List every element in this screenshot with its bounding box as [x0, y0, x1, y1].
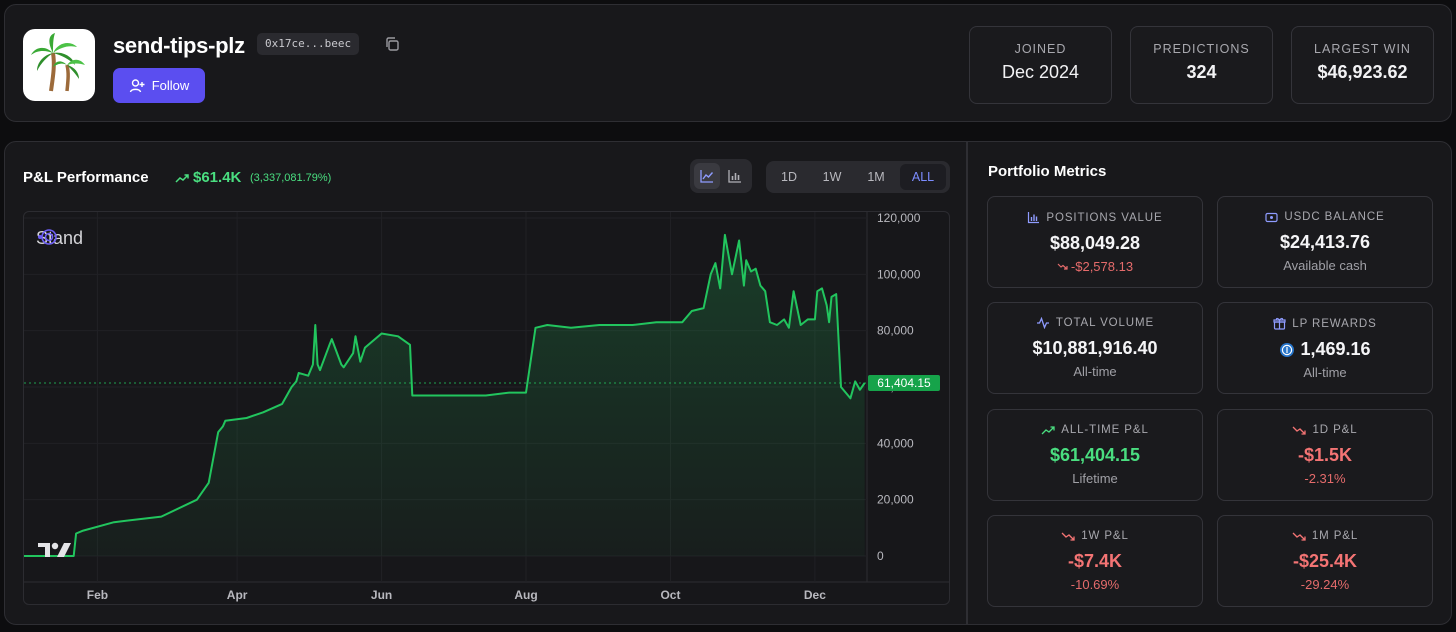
- metric-label: LP REWARDS: [1292, 317, 1377, 330]
- range-1w-button[interactable]: 1W: [822, 170, 842, 184]
- stat-value: 324: [1186, 62, 1217, 82]
- metric-sub: Available cash: [1283, 258, 1367, 273]
- user-plus-icon: [129, 78, 145, 92]
- metric-sub: All-time: [1303, 365, 1347, 380]
- y-tick-label: 0: [877, 549, 884, 563]
- tradingview-logo: [38, 542, 71, 557]
- palm-tree-icon: [31, 33, 85, 92]
- time-range-toggle: 1D 1W 1M ALL: [766, 161, 950, 193]
- pnl-chart-svg: 120,000100,00080,00060,00040,00020,0000F…: [24, 212, 949, 602]
- line-chart-icon: [700, 170, 714, 183]
- y-tick-label: 120,000: [877, 212, 921, 225]
- metric-value: $24,413.76: [1279, 232, 1371, 252]
- line-chart-button[interactable]: [694, 163, 720, 189]
- follow-label: Follow: [151, 78, 190, 93]
- trending-down-icon: [1293, 426, 1307, 435]
- bar-chart-button[interactable]: [722, 163, 748, 189]
- x-tick-label: Aug: [514, 588, 537, 602]
- range-all-button[interactable]: ALL: [900, 164, 946, 190]
- metric-sub: Lifetime: [1072, 471, 1118, 486]
- y-tick-label: 40,000: [877, 436, 914, 450]
- pnl-title: P&L Performance: [23, 169, 149, 186]
- stat-joined: JOINED Dec 2024: [969, 26, 1112, 104]
- metric-label: 1D P&L: [1312, 424, 1358, 436]
- chart-type-toggle: [690, 159, 752, 193]
- stat-label: JOINED: [1014, 42, 1067, 56]
- metric-sub: -$2,578.13: [1070, 259, 1134, 274]
- trending-up-icon: [1041, 425, 1055, 434]
- metric-sub: -10.69%: [1070, 577, 1120, 592]
- activity-icon: [1036, 317, 1049, 329]
- x-tick-label: Feb: [87, 588, 108, 602]
- metric-all-time-pnl: ALL-TIME P&L $61,404.15 Lifetime: [987, 409, 1203, 501]
- metric-usdc-balance: USDC BALANCE $24,413.76 Available cash: [1217, 196, 1433, 288]
- y-tick-label: 20,000: [877, 493, 914, 507]
- usdc-coin-icon: [1280, 342, 1295, 357]
- trending-down-icon: [1292, 532, 1306, 541]
- pnl-value: $61.4K: [193, 169, 242, 186]
- x-tick-label: Oct: [660, 588, 680, 602]
- wallet-icon: [1265, 212, 1278, 222]
- metric-label: TOTAL VOLUME: [1055, 317, 1155, 329]
- x-tick-label: Apr: [227, 588, 248, 602]
- metric-1d-pnl: 1D P&L -$1.5K -2.31%: [1217, 409, 1433, 501]
- metric-1w-pnl: 1W P&L -$7.4K -10.69%: [987, 515, 1203, 607]
- metric-label: ALL-TIME P&L: [1061, 424, 1149, 436]
- pnl-line: [24, 233, 866, 557]
- range-1d-button[interactable]: 1D: [781, 170, 797, 184]
- metric-1m-pnl: 1M P&L -$25.4K -29.24%: [1217, 515, 1433, 607]
- y-tick-label: 80,000: [877, 324, 914, 338]
- pnl-percent: (3,337,081.79%): [250, 172, 332, 184]
- metric-value: $61,404.15: [1049, 445, 1141, 465]
- last-value-label: 61,404.15: [877, 376, 931, 390]
- metric-label: POSITIONS VALUE: [1046, 211, 1163, 224]
- metric-value: -$25.4K: [1292, 551, 1358, 571]
- profile-header: send-tips-plz 0x17ce...beec Follow JOINE…: [4, 4, 1452, 122]
- trending-down-icon: [1061, 532, 1075, 541]
- bar-chart-icon: [1028, 212, 1040, 224]
- metric-value: -$1.5K: [1297, 445, 1353, 465]
- wallet-address[interactable]: 0x17ce...beec: [257, 33, 360, 55]
- range-1m-button[interactable]: 1M: [867, 170, 885, 184]
- metric-sub: -2.31%: [1304, 471, 1346, 486]
- pnl-chart[interactable]: 120,000100,00080,00060,00040,00020,0000F…: [23, 211, 950, 605]
- metric-sub: -29.24%: [1300, 577, 1350, 592]
- pnl-performance-card: P&L Performance $61.4K (3,337,081.79%) 1…: [4, 141, 967, 625]
- stat-value: Dec 2024: [1001, 62, 1080, 82]
- follow-button[interactable]: Follow: [113, 68, 205, 103]
- username: send-tips-plz: [113, 33, 245, 58]
- last-value-badge: [868, 375, 940, 392]
- metric-total-volume: TOTAL VOLUME $10,881,916.40 All-time: [987, 302, 1203, 394]
- metric-value: -$7.4K: [1067, 551, 1123, 571]
- y-tick-label: 100,000: [877, 267, 921, 281]
- stat-value: $46,923.62: [1317, 62, 1408, 82]
- metric-label: 1M P&L: [1311, 530, 1359, 542]
- avatar: [23, 29, 95, 101]
- metric-value: $10,881,916.40: [1032, 338, 1158, 358]
- portfolio-metrics-panel: Portfolio Metrics POSITIONS VALUE $88,04…: [967, 141, 1452, 625]
- metric-sub: All-time: [1073, 364, 1117, 379]
- stat-predictions: PREDICTIONS 324: [1130, 26, 1273, 104]
- stat-label: PREDICTIONS: [1153, 42, 1250, 56]
- metric-positions-value: POSITIONS VALUE $88,049.28 -$2,578.13: [987, 196, 1203, 288]
- metric-lp-rewards: LP REWARDS 1,469.16 All-time: [1217, 302, 1433, 394]
- trending-up-icon: [175, 174, 189, 183]
- metric-label: 1W P&L: [1081, 530, 1129, 542]
- trending-down-icon: [1057, 263, 1068, 270]
- metric-value: 1,469.16: [1300, 339, 1371, 359]
- x-tick-label: Dec: [804, 588, 826, 602]
- metrics-title: Portfolio Metrics: [988, 163, 1107, 180]
- stand-logo-icon: [38, 229, 57, 245]
- stat-label: LARGEST WIN: [1314, 42, 1411, 56]
- gift-icon: [1273, 317, 1286, 330]
- bar-chart-icon: [728, 170, 741, 183]
- metric-label: USDC BALANCE: [1284, 211, 1385, 223]
- chart-watermark: Stand: [36, 228, 83, 249]
- stat-largest-win: LARGEST WIN $46,923.62: [1291, 26, 1434, 104]
- copy-icon[interactable]: [383, 35, 401, 53]
- metric-value: $88,049.28: [1049, 233, 1141, 253]
- pnl-area: [24, 234, 865, 556]
- x-tick-label: Jun: [371, 588, 392, 602]
